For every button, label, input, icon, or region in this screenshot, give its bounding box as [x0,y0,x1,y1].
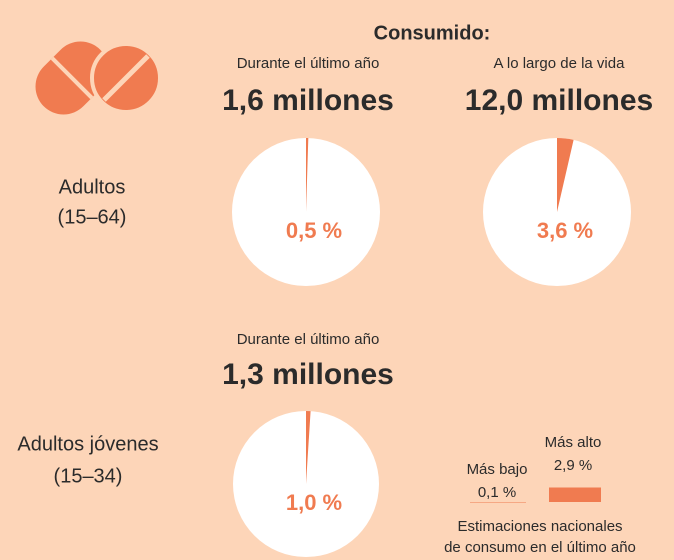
legend-high-mark [549,487,601,502]
legend-caption: Estimaciones nacionales [457,518,622,535]
header-title: Consumido: [374,22,491,44]
legend-caption: de consumo en el último año [444,539,636,556]
pie-value-label: 3,6 % [537,218,593,243]
row-label: (15–34) [54,465,123,487]
pie-slice [306,411,311,484]
legend-low-name: Más bajo [467,461,528,478]
legend-high-value: 2,9 % [554,457,592,474]
legend-low-value: 0,1 % [478,484,516,501]
row-label: Adultos [59,176,126,198]
pie-slice [306,138,309,212]
row-label: Adultos jóvenes [17,433,158,455]
pie-subtitle: A lo largo de la vida [494,55,626,72]
pie-slice [557,138,574,212]
pie-title: 1,3 millones [222,358,394,391]
pill-icon [35,41,162,115]
pie-subtitle: Durante el último año [237,55,380,72]
pie-title: 1,6 millones [222,84,394,117]
pie-value-label: 1,0 % [286,490,342,515]
pie-value-label: 0,5 % [286,218,342,243]
legend-low-mark [470,502,526,503]
pie-title: 12,0 millones [465,84,653,117]
pie-subtitle: Durante el último año [237,331,380,348]
legend-high-name: Más alto [545,434,602,451]
row-label: (15–64) [58,206,127,228]
